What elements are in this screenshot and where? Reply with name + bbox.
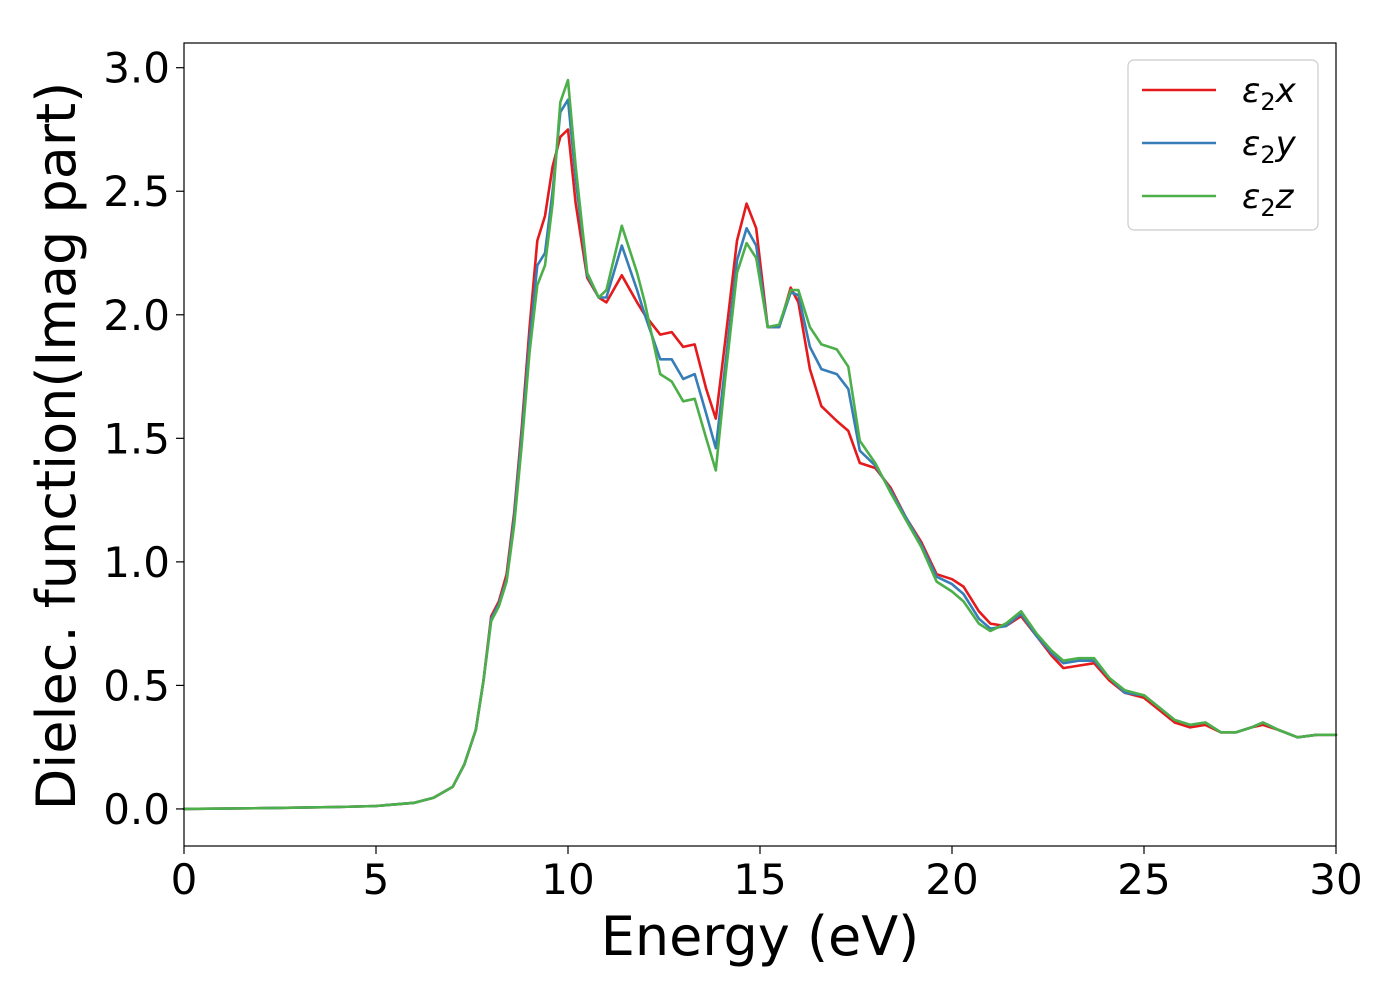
y-axis-label: Dielec. function(Imag part) <box>25 82 88 811</box>
x-tick-label: 0 <box>171 855 198 904</box>
legend-label-z: ε2z <box>1242 177 1295 222</box>
y-tick-label: 0.5 <box>103 661 170 710</box>
series-line-z <box>182 78 1338 811</box>
series-layer <box>182 78 1338 811</box>
y-tick-label: 3.0 <box>103 44 170 93</box>
x-tick-label: 15 <box>733 855 786 904</box>
legend-box <box>1127 59 1319 231</box>
legend-label-x: ε2x <box>1242 71 1297 116</box>
y-axis-ticks: 0.0 0.5 1.0 1.5 2.0 2.5 3.0 <box>103 44 184 834</box>
legend-label-variable: z <box>1275 177 1295 217</box>
x-axis-label: Energy (eV) <box>601 905 920 968</box>
legend-label-y: ε2y <box>1242 124 1297 169</box>
y-tick-label: 1.5 <box>103 414 170 463</box>
y-tick-label: 0.0 <box>103 785 170 834</box>
x-tick-label: 20 <box>925 855 978 904</box>
legend-label-base: ε <box>1242 71 1260 111</box>
legend-label-subscript: 2 <box>1260 141 1275 169</box>
legend-label-base: ε <box>1242 124 1260 164</box>
x-tick-label: 30 <box>1309 855 1362 904</box>
y-tick-label: 2.5 <box>103 167 170 216</box>
legend-label-variable: y <box>1275 124 1297 164</box>
x-axis-ticks: 0 5 10 15 20 25 30 <box>171 846 1363 904</box>
x-tick-label: 5 <box>363 855 390 904</box>
y-tick-label: 1.0 <box>103 538 170 587</box>
legend-label-subscript: 2 <box>1260 194 1275 222</box>
legend-label-base: ε <box>1242 177 1260 217</box>
legend-label-variable: x <box>1275 71 1297 111</box>
x-tick-label: 25 <box>1117 855 1170 904</box>
legend-label-subscript: 2 <box>1260 88 1275 116</box>
y-tick-label: 2.0 <box>103 291 170 340</box>
x-tick-label: 10 <box>541 855 594 904</box>
